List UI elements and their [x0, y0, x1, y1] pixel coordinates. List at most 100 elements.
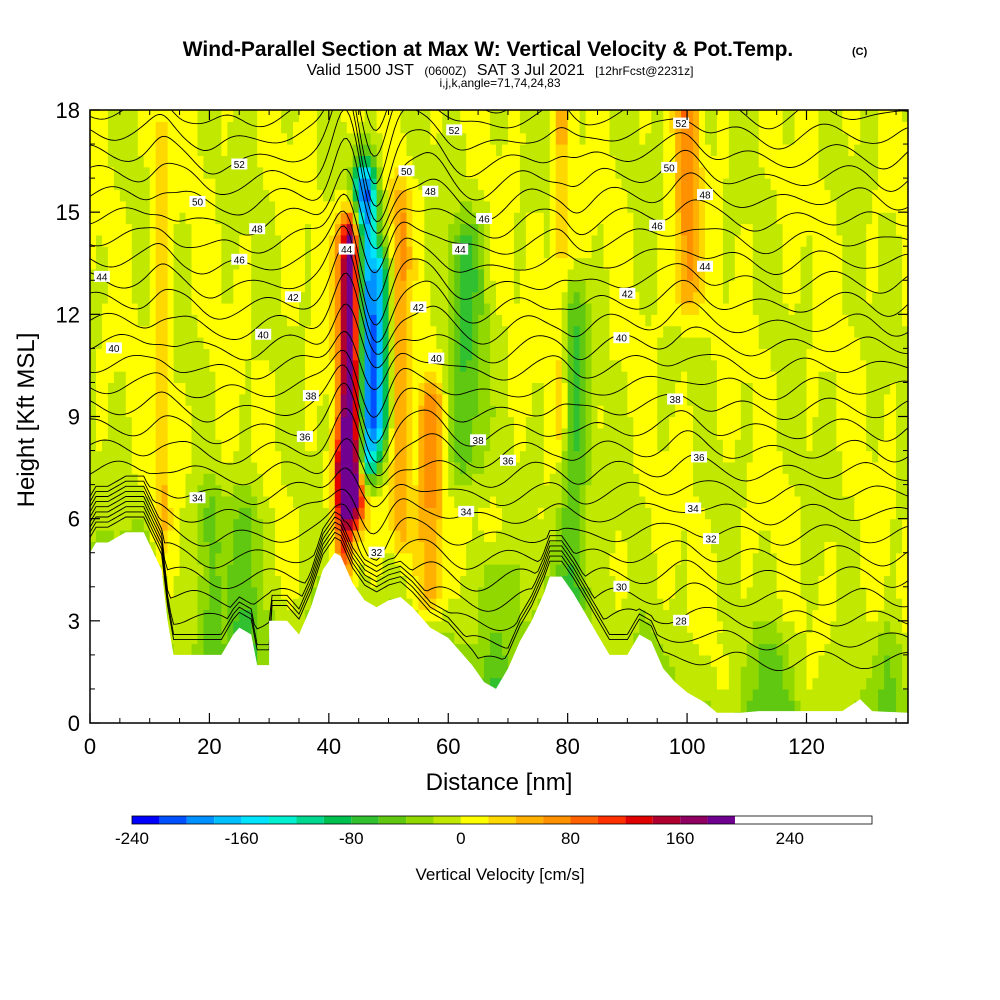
velocity-cell — [239, 382, 246, 395]
velocity-cell — [191, 643, 199, 656]
velocity-cell — [406, 416, 414, 429]
velocity-cell — [609, 337, 617, 349]
velocity-cell — [573, 110, 581, 122]
velocity-cell — [227, 541, 234, 554]
velocity-cell — [90, 121, 97, 134]
velocity-cell — [424, 200, 431, 213]
velocity-cell — [322, 257, 330, 270]
velocity-cell — [472, 643, 479, 656]
velocity-cell — [227, 212, 234, 225]
velocity-cell — [245, 189, 252, 202]
velocity-cell — [412, 598, 419, 611]
velocity-cell — [179, 484, 187, 497]
velocity-cell — [561, 155, 569, 168]
velocity-cell — [549, 416, 557, 429]
velocity-cell — [448, 507, 455, 520]
velocity-cell — [275, 495, 282, 508]
velocity-cell — [543, 393, 551, 406]
velocity-cell — [466, 552, 473, 565]
velocity-cell — [149, 234, 157, 247]
velocity-cell — [394, 189, 402, 202]
velocity-cell — [293, 461, 300, 474]
velocity-cell — [573, 291, 581, 304]
velocity-cell — [484, 427, 491, 440]
velocity-cell — [615, 268, 622, 281]
velocity-cell — [460, 280, 467, 293]
velocity-cell — [328, 473, 336, 486]
velocity-cell — [179, 507, 187, 520]
velocity-cell — [555, 132, 563, 145]
velocity-cell — [513, 461, 521, 474]
velocity-cell — [107, 530, 115, 542]
velocity-cell — [555, 507, 563, 520]
velocity-cell — [507, 302, 515, 315]
velocity-cell — [615, 552, 622, 565]
velocity-cell — [185, 484, 193, 497]
velocity-cell — [221, 495, 228, 508]
velocity-cell — [370, 121, 378, 134]
velocity-cell — [125, 439, 133, 452]
velocity-cell — [424, 530, 431, 542]
velocity-cell — [107, 325, 115, 338]
velocity-cell — [107, 268, 115, 281]
velocity-cell — [155, 461, 163, 474]
velocity-cell — [173, 484, 181, 497]
velocity-cell — [460, 212, 467, 225]
velocity-cell — [615, 439, 622, 452]
velocity-cell — [555, 405, 563, 418]
velocity-cell — [382, 166, 390, 179]
velocity-cell — [269, 484, 276, 497]
velocity-cell — [209, 166, 216, 179]
velocity-cell — [442, 325, 449, 338]
velocity-cell — [197, 393, 205, 406]
velocity-cell — [316, 564, 324, 577]
velocity-cell — [328, 427, 336, 440]
velocity-cell — [269, 586, 276, 599]
velocity-cell — [239, 291, 246, 304]
velocity-cell — [549, 246, 557, 259]
velocity-cell — [352, 110, 360, 122]
velocity-cell — [484, 280, 491, 293]
velocity-cell — [382, 427, 390, 440]
velocity-cell — [621, 257, 628, 270]
velocity-cell — [394, 302, 402, 315]
velocity-cell — [394, 337, 402, 349]
velocity-cell — [340, 348, 348, 361]
velocity-cell — [346, 416, 354, 429]
velocity-cell — [472, 598, 479, 611]
velocity-cell — [627, 348, 634, 361]
velocity-cell — [406, 473, 414, 486]
velocity-cell — [179, 121, 187, 134]
velocity-cell — [513, 325, 521, 338]
velocity-cell — [239, 609, 246, 622]
velocity-cell — [430, 439, 437, 452]
velocity-cell — [579, 200, 587, 213]
velocity-cell — [424, 586, 431, 599]
velocity-cell — [388, 530, 396, 542]
velocity-cell — [101, 507, 109, 520]
velocity-cell — [310, 280, 318, 293]
velocity-cell — [472, 495, 479, 508]
velocity-cell — [501, 302, 509, 315]
velocity-cell — [191, 632, 199, 645]
velocity-cell — [95, 110, 103, 122]
velocity-cell — [430, 280, 437, 293]
velocity-cell — [627, 268, 634, 281]
velocity-cell — [603, 530, 611, 542]
velocity-cell — [340, 337, 348, 349]
velocity-cell — [573, 382, 581, 395]
velocity-cell — [155, 473, 163, 486]
velocity-cell — [400, 461, 408, 474]
velocity-cell — [155, 518, 163, 531]
velocity-cell — [131, 439, 139, 452]
velocity-cell — [472, 314, 479, 327]
velocity-cell — [113, 223, 121, 236]
velocity-cell — [472, 166, 479, 179]
velocity-cell — [424, 132, 431, 145]
velocity-cell — [95, 212, 103, 225]
velocity-cell — [561, 314, 569, 327]
velocity-cell — [161, 518, 169, 531]
velocity-cell — [251, 280, 258, 293]
velocity-cell — [125, 507, 133, 520]
velocity-cell — [496, 439, 503, 452]
